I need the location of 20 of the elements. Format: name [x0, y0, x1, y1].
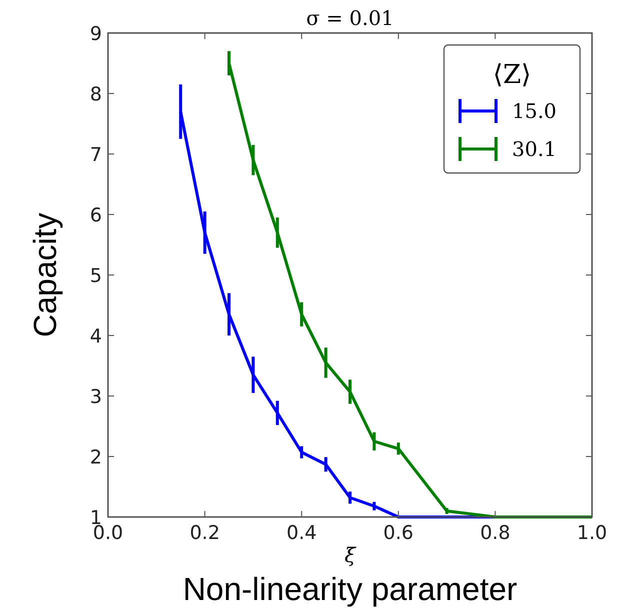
text: Non-linearity parameter — [182, 571, 518, 607]
legend-label: 15.0 — [512, 99, 557, 123]
y-tick-label: 7 — [90, 144, 102, 166]
y-tick-label: 3 — [90, 386, 102, 408]
legend-title: ⟨Z⟩ — [492, 60, 532, 90]
y-axis-title: Capacity — [27, 212, 63, 338]
y-tick-label: 6 — [90, 204, 102, 226]
legend-label: 30.1 — [512, 137, 557, 161]
x-tick-label: 0.6 — [383, 522, 414, 544]
y-tick-label: 9 — [90, 23, 102, 45]
y-tick-label: 2 — [90, 446, 102, 468]
y-tick-label: 8 — [90, 84, 102, 106]
y-tick-label: 4 — [90, 326, 102, 348]
chart-title: σ = 0.01 — [306, 6, 394, 30]
x-axis-title: ξ — [344, 543, 356, 567]
x-tick-label: 0.8 — [480, 522, 510, 544]
x-tick-label: 1.0 — [576, 522, 608, 544]
x-tick-label: 0.4 — [286, 522, 317, 544]
y-tick-label: 5 — [90, 265, 102, 287]
x-tick-label: 0.2 — [190, 522, 220, 544]
